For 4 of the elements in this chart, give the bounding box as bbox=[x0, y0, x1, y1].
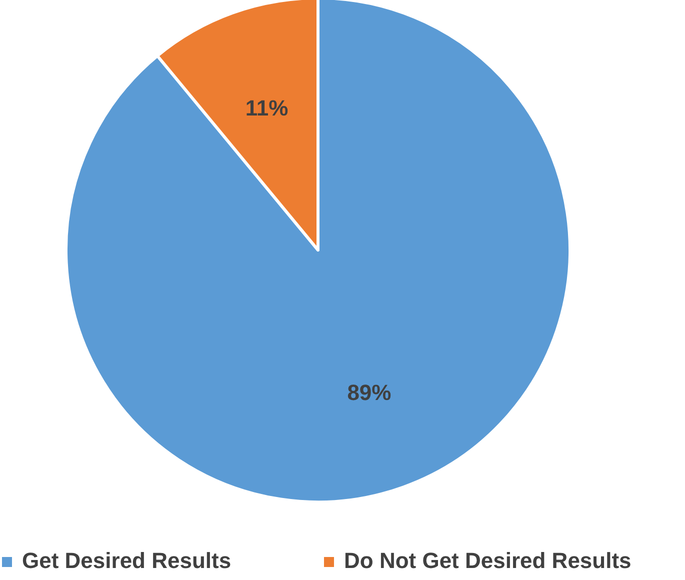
data-label: 89% bbox=[347, 380, 392, 405]
legend-label: Do Not Get Desired Results bbox=[344, 548, 632, 573]
data-label: 11% bbox=[245, 95, 288, 120]
legend-label: Get Desired Results bbox=[22, 548, 232, 573]
